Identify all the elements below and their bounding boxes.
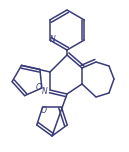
Text: O: O <box>36 83 42 92</box>
Text: N: N <box>50 35 56 43</box>
Text: O: O <box>41 105 47 115</box>
Text: N: N <box>42 86 48 95</box>
